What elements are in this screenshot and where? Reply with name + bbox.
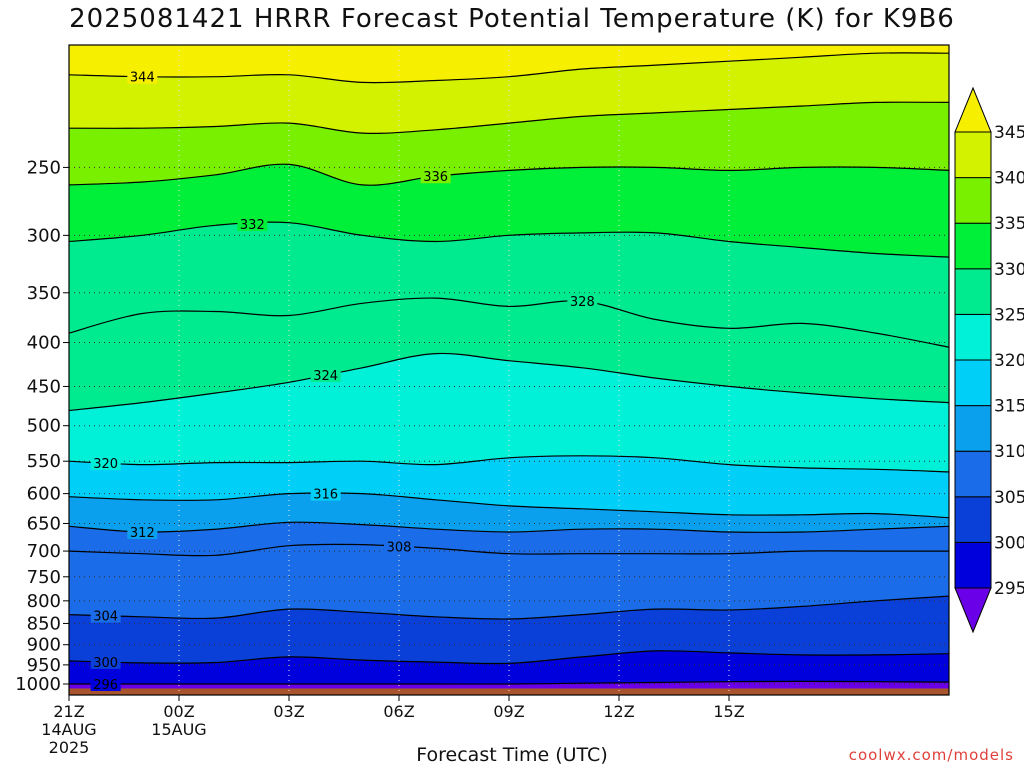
contour-label-bg (90, 607, 121, 623)
colorbar-top-arrow (954, 86, 992, 133)
y-tick-label-900: 900 (27, 635, 61, 656)
theta-band-344 (69, 45, 949, 83)
theta-band-top (69, 45, 949, 51)
contour-312 (68, 521, 950, 533)
colorbar-band-305 (954, 450, 992, 498)
contour-300 (68, 650, 950, 665)
y-tick-label-650: 650 (27, 513, 61, 534)
contour-328 (68, 297, 950, 348)
y-tick-label-500: 500 (27, 416, 61, 437)
contour-label-bg (90, 653, 121, 669)
colorbar-band-330 (954, 222, 992, 270)
contour-label-328: 328 (570, 295, 595, 310)
contour-label-bg (90, 454, 121, 470)
y-tick-label-1000: 1000 (15, 674, 61, 695)
credit-link[interactable]: coolwx.com/models (848, 746, 1014, 764)
contour-label-bg (127, 68, 158, 84)
colorbar-label-320: 320 (994, 351, 1024, 371)
contour-296 (68, 680, 950, 685)
x-tick-label: 14AUG (41, 720, 96, 739)
y-tick-label-750: 750 (27, 567, 61, 588)
grid-layer (69, 45, 949, 695)
colorbar-band-295 (954, 541, 992, 589)
contour-label-312: 312 (130, 526, 155, 541)
contour-344 (68, 52, 950, 84)
x-tick-label: 00Z (163, 702, 194, 721)
contour-label-344: 344 (130, 71, 155, 86)
contour-label-308: 308 (387, 541, 412, 556)
contour-label-bg (567, 293, 598, 309)
terrain-layer (69, 688, 949, 695)
x-tick-label: 12Z (603, 702, 634, 721)
x-tick-label: 06Z (383, 702, 414, 721)
contour-label-bg (90, 675, 121, 691)
colorbar-label-315: 315 (994, 397, 1024, 417)
contour-label-324: 324 (313, 369, 338, 384)
contour-layer (68, 52, 950, 685)
contour-324 (68, 352, 950, 412)
colorbar: 295 300 305 310 315 320 325 330 335 340 345 (954, 86, 1024, 634)
contour-label-296: 296 (93, 678, 118, 693)
contour-label-bg (310, 485, 341, 501)
contour-label-304: 304 (93, 610, 118, 625)
colorbar-label-310: 310 (994, 442, 1024, 462)
y-tick-label-700: 700 (27, 541, 61, 562)
axes-layer: 2503003504004505005506006507007508008509… (15, 157, 745, 757)
contour-316 (68, 492, 950, 519)
x-tick-label: 2025 (49, 738, 90, 757)
contour-336 (68, 163, 950, 186)
y-tick-label-300: 300 (27, 225, 61, 246)
y-tick-label-600: 600 (27, 484, 61, 505)
colorbar-label-295: 295 (994, 579, 1024, 599)
contour-label-316: 316 (313, 488, 338, 503)
contour-label-320: 320 (93, 457, 118, 472)
contour-label-bg (127, 523, 158, 539)
colorbar-band-335 (954, 177, 992, 224)
x-tick-label: 09Z (493, 702, 524, 721)
y-tick-label-350: 350 (27, 283, 61, 304)
y-tick-label-850: 850 (27, 613, 61, 634)
colorbar-label-335: 335 (994, 214, 1024, 234)
contour-label-bg (420, 168, 451, 184)
contour-label-layer: 296 300 304 308 312 316 320 324 328 332 336 344 (90, 68, 598, 693)
x-tick-label: 15AUG (151, 720, 206, 739)
colorbar-band-320 (954, 313, 992, 361)
contour-340 (68, 101, 950, 134)
contour-308 (68, 543, 949, 557)
colorbar-label-300: 300 (994, 533, 1024, 553)
colorbar-label-345: 345 (994, 123, 1024, 143)
y-tick-label-950: 950 (27, 655, 61, 676)
colorbar-label-305: 305 (994, 488, 1024, 508)
contour-332 (68, 221, 950, 258)
y-tick-label-550: 550 (27, 451, 61, 472)
y-tick-label-400: 400 (27, 333, 61, 354)
colorbar-label-330: 330 (994, 260, 1024, 280)
contour-label-bg (384, 538, 414, 554)
x-axis-label: Forecast Time (UTC) (416, 744, 608, 766)
contour-label-332: 332 (240, 218, 265, 233)
y-tick-label-800: 800 (27, 591, 61, 612)
chart-title: 2025081421 HRRR Forecast Potential Tempe… (69, 4, 955, 34)
colorbar-band-325 (954, 268, 992, 315)
colorbar-bottom-arrow (954, 587, 992, 634)
contour-label-300: 300 (93, 656, 118, 671)
colorbar-band-300 (954, 496, 992, 543)
colorbar-band-340 (954, 131, 992, 179)
y-tick-label-450: 450 (27, 376, 61, 397)
contour-label-bg (237, 215, 268, 231)
contour-320 (68, 455, 950, 473)
contour-304 (68, 595, 950, 620)
colorbar-band-315 (954, 359, 992, 407)
x-tick-label: 15Z (713, 702, 744, 721)
terrain-surface (69, 688, 949, 695)
x-tick-label: 21Z (53, 702, 84, 721)
x-tick-label: 03Z (273, 702, 304, 721)
colorbar-label-325: 325 (994, 305, 1024, 325)
contour-label-bg (310, 367, 341, 383)
colorbar-label-340: 340 (994, 169, 1024, 189)
colorbar-band-310 (954, 405, 992, 452)
y-tick-label-250: 250 (27, 157, 61, 178)
contour-label-336: 336 (423, 170, 448, 185)
